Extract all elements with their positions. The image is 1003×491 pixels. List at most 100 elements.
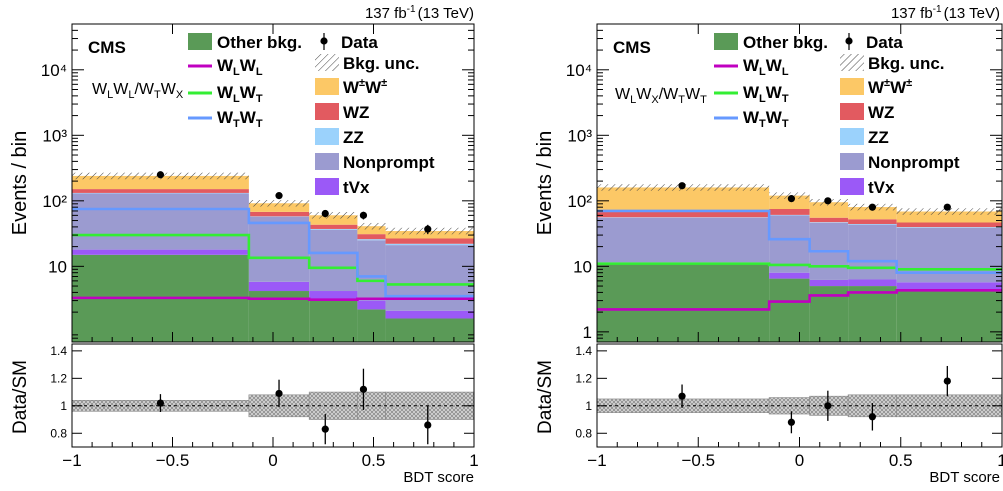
main-y-ticks: 10 10² 10³ 10⁴ [41, 23, 474, 343]
bar-tvx [896, 282, 1002, 290]
ratio-y-ticks: 0.8 1 1.2 1.4 [575, 344, 1002, 440]
legend-label-wz: WZ [868, 103, 894, 122]
bar-other-bkg [896, 289, 1002, 342]
bar-zz [597, 217, 770, 218]
legend-label-wz: WZ [343, 103, 369, 122]
region-label: WLWL/WTWX [92, 81, 184, 101]
y-tick-label: 10 [48, 257, 67, 276]
data-point [424, 225, 432, 233]
line-wtwt [597, 209, 1002, 274]
legend-entry-wlwt: WLWT [188, 83, 263, 105]
ratio-y-tick-label: 0.8 [50, 426, 67, 440]
data-point [678, 182, 686, 190]
legend-label-wtwt: WTWT [743, 108, 789, 130]
legend-swatch-tvx [840, 178, 864, 195]
legend: Other bkg. WLWL WLWT WTWT Data Bkg. unc.… [714, 33, 960, 197]
legend-swatch-other-bkg [188, 33, 212, 50]
x-tick-label: 0 [795, 451, 804, 470]
bar-wz [896, 222, 1002, 228]
bar-zz [357, 239, 386, 241]
bar-wpmwpm [597, 187, 770, 211]
legend-swatch-bkg-unc [840, 54, 864, 71]
bar-wpmwpm [309, 215, 358, 225]
legend-entry-zz: ZZ [840, 128, 889, 147]
ratio-y-tick-label: 1.4 [50, 344, 67, 358]
bar-wz [597, 210, 770, 218]
bar-nonprompt [385, 245, 474, 311]
bar-other-bkg [385, 318, 474, 342]
data-point [321, 209, 329, 218]
x-tick-label: 0.5 [362, 451, 386, 470]
bar-other-bkg [357, 309, 386, 342]
bar-wz [848, 219, 897, 224]
legend-label-tvx: tVx [868, 178, 895, 197]
data-point [787, 195, 796, 203]
bar-zz [809, 222, 849, 223]
ratio-y-tick-label: 1 [60, 399, 67, 413]
legend-entry-data: Data [845, 33, 903, 52]
legend-entry-other-bkg: Other bkg. [188, 33, 302, 52]
ratio-point [943, 377, 951, 385]
legend-swatch-wpmwpm [840, 78, 864, 95]
y-tick-label: 1 [583, 323, 592, 342]
legend-entry-bkg-unc: Bkg. unc. [315, 54, 420, 73]
ratio-point [868, 413, 877, 421]
y-tick-label: 10³ [42, 126, 67, 145]
bkg-unc-band [248, 200, 310, 207]
bar-tvx [309, 291, 358, 299]
bar-tvx [248, 281, 310, 292]
x-tick-label: 0.5 [889, 451, 913, 470]
bar-other-bkg [769, 278, 810, 342]
x-tick-label: −0.5 [681, 451, 715, 470]
legend-label-wpmwpm: W±W± [868, 77, 912, 97]
bar-nonprompt [248, 216, 310, 282]
ratio-y-tick-label: 1.2 [50, 371, 67, 385]
bar-wpmwpm [385, 231, 474, 239]
legend-label-nonprompt: Nonprompt [343, 153, 435, 172]
bar-tvx [848, 279, 897, 287]
bar-wpmwpm [896, 211, 1002, 223]
region-label: WLWX/WTWT [615, 86, 707, 106]
bar-zz [385, 243, 474, 246]
data-point [824, 197, 832, 205]
x-ticks: −1 −0.5 0 0.5 1 [587, 24, 1003, 470]
x-tick-label: 1 [469, 451, 478, 470]
bar-wz [385, 238, 474, 244]
ratio-y-axis-label: Data/SM [10, 360, 31, 434]
legend-label-bkg-unc: Bkg. unc. [868, 54, 945, 73]
legend-label-data: Data [866, 33, 903, 52]
legend-swatch-zz [840, 128, 864, 145]
legend-label-nonprompt: Nonprompt [868, 153, 960, 172]
bar-zz [848, 223, 897, 225]
x-tick-label: −1 [62, 451, 81, 470]
legend-swatch-zz [315, 128, 339, 145]
legend-entry-wlwl: WLWL [188, 56, 263, 78]
main-plot-content [597, 182, 1002, 342]
bar-nonprompt [896, 227, 1002, 283]
y-tick-label: 10² [567, 192, 592, 211]
data-point [275, 192, 283, 200]
legend-entry-wlwt: WLWT [714, 83, 789, 105]
legend-label-other-bkg: Other bkg. [217, 33, 302, 52]
cms-label: CMS [613, 38, 651, 57]
line-wtwt [72, 207, 474, 298]
legend-swatch-data-dot [320, 37, 328, 45]
legend-entry-other-bkg: Other bkg. [714, 33, 828, 52]
legend-entry-wz: WZ [840, 103, 894, 122]
y-axis-label: Events / bin [9, 131, 31, 236]
bar-nonprompt [769, 215, 810, 273]
bar-wz [72, 189, 249, 193]
line-wlwl [597, 289, 1002, 311]
legend: Other bkg. WLWL WLWT WTWT Data Bkg. unc.… [188, 33, 435, 197]
bar-wz [357, 234, 386, 240]
x-axis-label: BDT score [929, 469, 1000, 486]
ratio-point [424, 421, 432, 429]
legend-entry-tvx: tVx [315, 178, 370, 197]
legend-entry-nonprompt: Nonprompt [840, 153, 960, 172]
bar-nonprompt [357, 240, 386, 301]
ratio-y-ticks: 0.8 1 1.2 1.4 [50, 344, 474, 440]
x-tick-label: 1 [997, 451, 1003, 470]
ratio-y-tick-label: 1 [585, 399, 592, 413]
legend-label-zz: ZZ [868, 128, 889, 147]
